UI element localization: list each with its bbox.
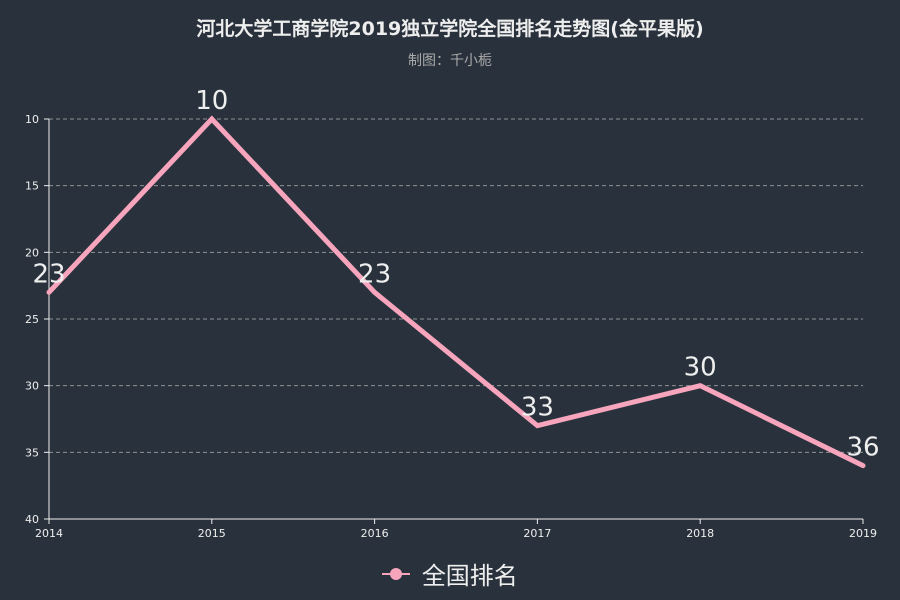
- y-tick-label: 20: [25, 246, 39, 259]
- y-tick-label: 25: [25, 313, 39, 326]
- data-label: 10: [195, 86, 228, 116]
- x-tick-label: 2016: [361, 527, 389, 540]
- y-tick-label: 35: [25, 446, 39, 459]
- chart-title: 河北大学工商学院2019独立学院全国排名走势图(金平果版): [196, 18, 704, 40]
- data-label: 33: [521, 393, 554, 423]
- series-line: [46, 115, 866, 469]
- x-tick-label: 2018: [686, 527, 714, 540]
- grid-lines: [49, 118, 863, 453]
- legend[interactable]: 全国排名: [0, 556, 900, 591]
- data-label: 23: [32, 259, 65, 289]
- y-tick-label: 10: [25, 113, 39, 126]
- data-labels: 23 10 23 33 30 36: [32, 86, 879, 463]
- legend-marker-icon: [382, 567, 411, 581]
- legend-label: 全国排名: [421, 562, 518, 590]
- x-tick-label: 2015: [198, 527, 226, 540]
- series-layer: [46, 115, 866, 469]
- x-tick-label: 2019: [849, 527, 877, 540]
- y-tick-label: 30: [25, 380, 39, 393]
- chart-subtitle: 制图：千小栀: [408, 53, 492, 69]
- data-label: 30: [684, 353, 717, 383]
- y-tick-label: 15: [25, 180, 39, 193]
- x-tick-label: 2014: [35, 527, 63, 540]
- data-label: 36: [846, 433, 879, 463]
- x-tick-label: 2017: [523, 527, 551, 540]
- data-label: 23: [358, 259, 391, 289]
- y-tick-label: 40: [25, 513, 39, 526]
- legend-dot-icon: [390, 567, 403, 580]
